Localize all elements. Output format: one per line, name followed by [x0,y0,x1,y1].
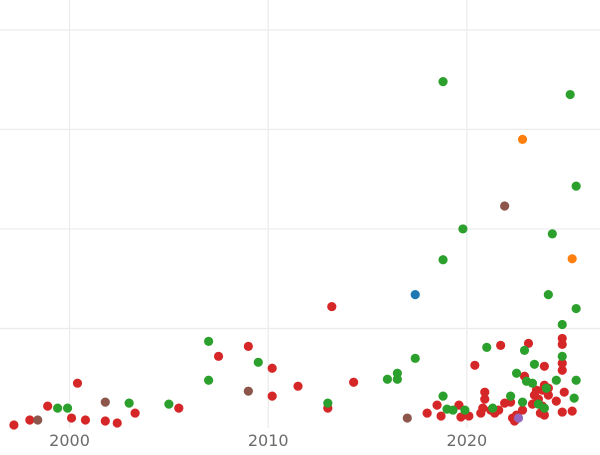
data-point-s1-30 [541,383,551,393]
data-point-s0-10 [213,351,224,361]
data-point-s0-7 [112,418,122,428]
data-point-s1-24 [519,345,530,355]
data-point-s0-18 [422,408,432,418]
data-point-s1-31 [543,290,553,300]
data-point-s1-17 [458,224,468,234]
data-point-s0-59 [567,406,577,416]
data-point-s0-47 [539,410,549,420]
data-point-s0-2 [43,401,53,411]
data-point-s1-18 [438,77,448,87]
data-point-s1-3 [164,399,174,409]
x-tick-label-2010: 2010 [248,431,289,450]
data-point-s0-12 [267,363,277,373]
data-point-s1-32 [547,229,557,239]
data-point-s0-16 [327,301,337,312]
data-point-s0-26 [478,403,488,413]
data-point-s1-20 [488,403,498,413]
data-point-s0-22 [456,412,466,422]
data-point-s0-11 [243,341,253,351]
data-point-s1-6 [253,357,263,367]
data-point-s1-4 [204,375,214,385]
data-point-s4-0 [410,290,420,300]
data-point-s0-5 [80,415,91,425]
data-point-s1-37 [569,393,579,403]
data-point-s0-1 [25,415,35,425]
data-point-s1-35 [557,319,567,330]
data-point-s0-14 [293,381,303,391]
data-point-s0-55 [557,358,567,368]
data-point-s1-27 [529,359,540,369]
data-point-s0-28 [480,394,490,404]
data-point-s2-1 [100,397,110,407]
data-point-s2-2 [243,386,253,396]
data-point-s1-2 [124,398,134,408]
x-tick-label-2020: 2020 [447,431,488,450]
data-point-s3-0 [517,134,528,144]
data-point-s1-5 [204,336,214,347]
data-point-s0-3 [72,378,83,388]
data-point-s1-14 [448,405,458,415]
data-point-s0-33 [496,340,506,350]
data-point-s0-20 [436,411,446,421]
data-point-s0-9 [174,403,184,413]
data-point-s1-15 [460,405,470,415]
data-point-s1-16 [438,255,448,265]
data-point-s1-22 [511,368,522,378]
data-point-s3-1 [567,254,577,264]
data-point-s0-40 [523,338,534,348]
data-point-s1-19 [482,342,492,352]
x-axis: 2000 2010 2020 [49,431,487,450]
data-point-s0-0 [9,420,19,430]
data-point-s1-40 [571,181,581,191]
data-point-s1-0 [53,403,63,413]
data-point-s2-0 [33,415,43,425]
data-point-s1-34 [557,351,567,361]
data-point-s0-6 [100,416,110,426]
data-point-s1-7 [323,398,333,408]
data-point-s1-8 [382,374,393,384]
data-point-s0-27 [480,387,490,397]
data-point-s0-13 [267,391,277,401]
data-point-s0-8 [130,408,140,418]
data-point-s1-21 [505,391,516,401]
data-point-s1-26 [527,378,538,388]
data-point-s0-53 [557,407,567,417]
x-tick-label-2000: 2000 [49,431,90,450]
data-point-s1-1 [62,403,73,413]
data-point-s0-38 [517,405,528,415]
data-point-s1-38 [571,375,581,385]
data-point-s1-29 [539,403,549,413]
data-point-s0-24 [470,360,480,370]
data-point-s2-3 [402,413,412,423]
data-point-s0-58 [559,387,569,397]
data-point-s0-50 [543,390,553,400]
data-point-s1-23 [517,397,528,407]
data-point-s0-54 [557,365,567,375]
data-point-s0-17 [349,377,359,387]
data-point-s0-19 [432,400,442,410]
data-point-s1-36 [565,89,575,100]
data-point-s1-11 [410,353,420,363]
grid-layer [0,0,600,428]
data-point-s1-39 [571,303,581,314]
data-point-s1-10 [392,368,402,378]
data-point-s0-52 [551,396,561,406]
data-point-s5-0 [513,413,524,423]
data-point-s0-57 [557,333,567,344]
data-point-s1-12 [438,391,448,401]
data-point-s0-4 [66,413,77,423]
data-point-s0-60 [539,361,549,371]
data-point-s2-4 [500,201,510,211]
points-layer [9,77,581,430]
data-point-s1-33 [551,375,561,385]
